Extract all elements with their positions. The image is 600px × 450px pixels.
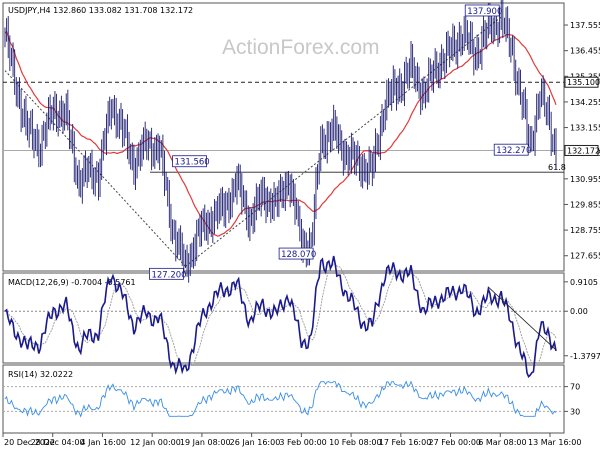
macd-tick-label: 0.00 xyxy=(570,307,588,316)
annotation-label: 137.900 xyxy=(467,7,502,17)
rsi-tick-label: 30 xyxy=(570,407,580,416)
annotation-box xyxy=(464,4,500,17)
resistance-label: 135.100 xyxy=(567,78,600,87)
last-price-label: 132.172 xyxy=(567,146,600,155)
price-tick-label: 129.855 xyxy=(570,200,600,209)
resistance-tag xyxy=(564,76,599,88)
price-tick-label: 133.155 xyxy=(570,124,600,133)
price-tick-label: 137.555 xyxy=(570,21,600,30)
price-tick-label: 130.955 xyxy=(570,175,600,184)
annotation-box xyxy=(278,247,314,260)
macd-trendline xyxy=(488,286,557,351)
rsi-title: RSI(14) 32.0222 xyxy=(8,370,73,379)
macd-tick-label: 0.9105 xyxy=(570,278,598,287)
annotation-label: 131.560 xyxy=(175,158,210,168)
x-tick-label: 20 Dec 2022 xyxy=(4,438,55,447)
x-tick-label: 17 Feb 16:00 xyxy=(379,438,431,447)
annotation-box xyxy=(149,267,184,280)
annotation-label: 132.270 xyxy=(496,146,531,156)
fib-label: 61.8 xyxy=(548,163,566,172)
symbol-title: USDJPY,H4 132.860 133.082 131.708 132.17… xyxy=(8,6,193,15)
rsi-series: 70 30 xyxy=(3,380,580,418)
price-tick-label: 136.455 xyxy=(570,47,600,56)
macd-panel xyxy=(2,272,565,364)
macd-tick-label: -1.3797 xyxy=(570,352,600,361)
x-tick-label: 4 Jan 16:00 xyxy=(80,438,126,447)
x-tick-label: 6 Mar 08:00 xyxy=(478,438,526,447)
macd-title: MACD(12,26,9) -0.7004 -0.5761 xyxy=(8,278,136,287)
macd-series: 0.9105 0.00 -1.3797 xyxy=(3,255,600,378)
x-tick-label: 13 Mar 16:00 xyxy=(528,438,581,447)
price-tick-label: 127.655 xyxy=(570,252,600,261)
watermark: ActionForex.com xyxy=(222,36,380,59)
rsi-line xyxy=(4,380,557,418)
x-tick-label: 19 Jan 08:00 xyxy=(180,438,231,447)
annotation-box xyxy=(493,143,529,156)
x-tick-label: 26 Jan 16:00 xyxy=(230,438,281,447)
x-tick-label: 28 Dec 04:00 xyxy=(31,438,85,447)
price-tick-label: 128.755 xyxy=(570,226,600,235)
rsi-tick-label: 70 xyxy=(570,383,580,392)
last-price-tag xyxy=(564,144,599,156)
x-tick-label: 10 Feb 08:00 xyxy=(329,438,381,447)
price-tick-label: 134.255 xyxy=(570,98,600,107)
x-tick-label: 12 Jan 00:00 xyxy=(130,438,181,447)
macd-line xyxy=(4,255,557,378)
x-tick-label: 3 Feb 00:00 xyxy=(279,438,326,447)
price-axis: 137.555136.455135.355134.255133.155132.0… xyxy=(3,21,600,261)
annotation-label: 127.200 xyxy=(151,270,186,280)
annotation-box xyxy=(172,155,207,168)
price-annotations: 137.900 131.560 128.070 127.200 132.270 xyxy=(149,4,531,280)
x-tick-label: 27 Feb 00:00 xyxy=(429,438,481,447)
annotation-label: 128.070 xyxy=(281,250,316,260)
